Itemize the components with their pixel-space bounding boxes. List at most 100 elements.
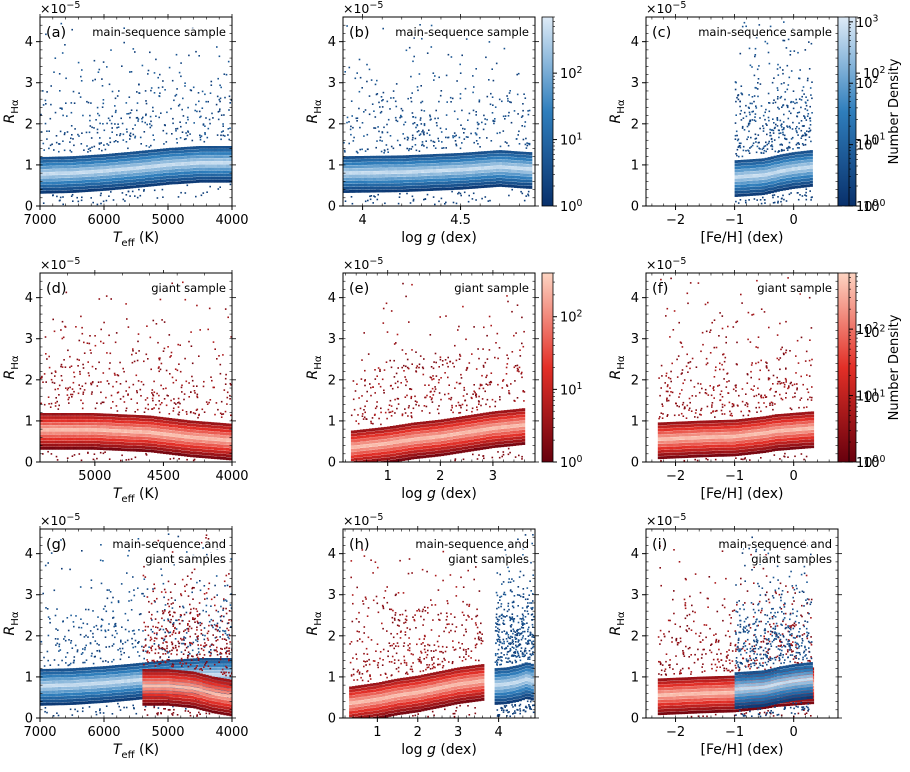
density-cell: [782, 163, 786, 166]
density-cell: [740, 187, 744, 191]
density-cell: [91, 413, 95, 416]
outlier-point: [757, 134, 760, 136]
density-cell: [785, 184, 789, 187]
density-cell: [211, 158, 215, 162]
density-cell: [133, 169, 137, 173]
density-cell: [355, 183, 359, 187]
outlier-point: [415, 149, 418, 152]
outlier-point: [441, 147, 443, 149]
outlier-point: [776, 68, 779, 70]
density-cell: [379, 171, 383, 174]
outlier-point: [782, 69, 784, 71]
density-cell: [181, 156, 185, 160]
outlier-point: [486, 118, 488, 121]
outlier-point: [381, 106, 384, 108]
outlier-point: [764, 145, 767, 147]
density-cell: [352, 162, 356, 166]
density-cell: [205, 179, 209, 183]
density-cell: [106, 416, 110, 420]
density-cell: [79, 155, 83, 159]
density-cell: [73, 428, 77, 432]
density-cell: [202, 421, 206, 425]
outlier-point: [71, 134, 73, 136]
density-cell: [734, 163, 738, 167]
density-cell: [758, 186, 762, 190]
outlier-point: [368, 68, 371, 71]
density-cell: [58, 187, 62, 191]
density-cell: [743, 190, 747, 194]
density-cell: [55, 434, 59, 438]
density-cell: [490, 163, 494, 166]
density-cell: [415, 185, 419, 189]
outlier-point: [740, 92, 743, 94]
outlier-point: [44, 122, 47, 125]
density-cell: [358, 180, 362, 184]
density-cell: [367, 177, 371, 181]
density-cell: [115, 180, 119, 184]
outlier-point: [147, 403, 149, 406]
density-cell: [377, 452, 382, 456]
outlier-point: [478, 137, 481, 139]
density-cell: [100, 425, 104, 429]
panel-label: (a): [46, 25, 66, 41]
outlier-point: [783, 82, 785, 84]
outlier-point: [739, 113, 742, 115]
outlier-point: [461, 109, 463, 112]
outlier-point: [157, 86, 160, 89]
outlier-point: [210, 376, 212, 378]
density-cell: [436, 169, 440, 173]
density-cell: [388, 158, 392, 162]
outlier-point: [776, 87, 779, 89]
density-cell: [58, 178, 62, 181]
outlier-point: [121, 192, 124, 194]
density-cell: [160, 151, 164, 155]
outlier-point: [376, 140, 378, 142]
outlier-point: [181, 409, 184, 411]
outlier-point: [222, 354, 224, 356]
outlier-point: [788, 125, 791, 128]
outlier-point: [55, 141, 58, 144]
density-cell: [214, 440, 218, 444]
density-cell: [520, 157, 524, 161]
outlier-point: [787, 117, 790, 120]
density-cell: [205, 440, 209, 444]
density-cell: [175, 421, 179, 425]
density-cell: [58, 165, 62, 169]
density-cell: [391, 158, 395, 162]
density-cell: [400, 177, 404, 180]
density-cell: [55, 181, 59, 185]
density-cell: [223, 429, 227, 433]
density-cell: [346, 171, 350, 175]
density-cell: [127, 417, 131, 421]
outlier-point: [801, 89, 804, 92]
density-cell: [154, 419, 158, 423]
density-cell: [64, 419, 68, 423]
density-cell: [526, 167, 530, 171]
density-cell: [358, 177, 362, 181]
density-cell: [358, 186, 362, 190]
density-cell: [112, 168, 116, 172]
density-cell: [79, 180, 83, 184]
outlier-point: [145, 453, 147, 455]
density-cell: [43, 434, 47, 438]
density-cell: [346, 174, 350, 178]
outlier-point: [421, 37, 423, 40]
density-cell: [106, 429, 110, 432]
density-cell: [349, 174, 353, 178]
outlier-point: [190, 391, 192, 393]
density-cell: [145, 156, 149, 160]
outlier-point: [98, 148, 100, 150]
density-cell: [367, 189, 371, 193]
outlier-point: [484, 123, 487, 125]
density-cell: [172, 160, 176, 163]
density-cell: [502, 178, 506, 181]
outlier-point: [40, 377, 42, 379]
density-cell: [767, 172, 771, 176]
density-cell: [785, 177, 789, 181]
density-cell: [106, 184, 110, 188]
density-cell: [223, 176, 227, 180]
density-cell: [350, 452, 355, 455]
outlier-point: [119, 383, 122, 385]
outlier-point: [754, 47, 757, 50]
density-cell: [359, 429, 364, 433]
